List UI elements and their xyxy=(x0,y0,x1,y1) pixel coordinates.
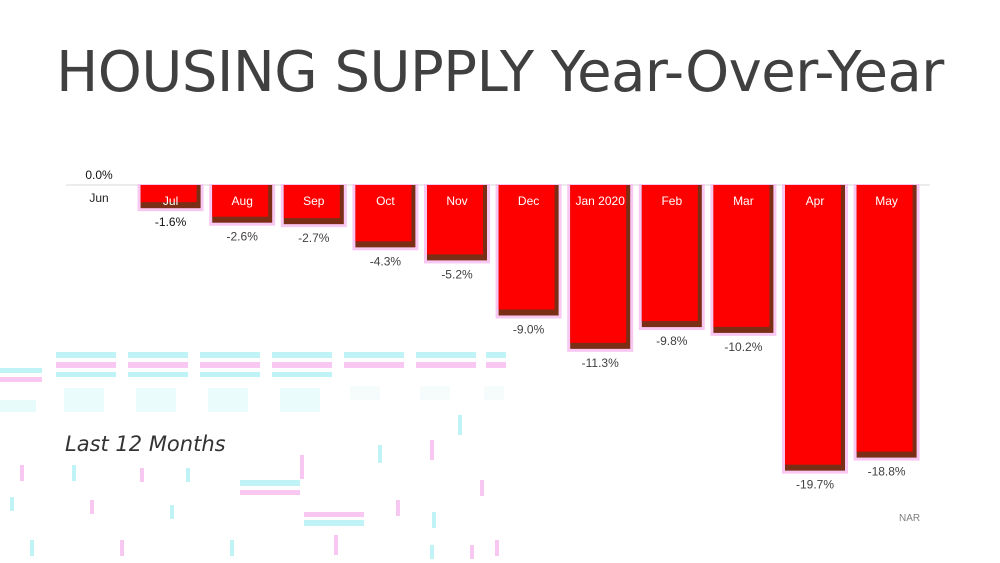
glitch-stripe xyxy=(56,362,116,368)
bar-mar xyxy=(713,185,770,327)
glitch-stripe xyxy=(64,388,104,412)
data-label-nov: -5.2% xyxy=(441,267,473,281)
bar-jul xyxy=(140,185,197,203)
bar-may xyxy=(856,185,913,452)
glitch-stripe xyxy=(272,352,332,358)
glitch-stripe xyxy=(350,386,380,400)
glitch-stripe xyxy=(128,352,188,358)
data-label-aug: -2.6% xyxy=(227,230,259,244)
glitch-stripe xyxy=(200,372,260,377)
data-label-jul: -1.6% xyxy=(155,215,187,229)
glitch-stripe xyxy=(56,372,116,377)
glitch-stripe xyxy=(495,540,499,556)
source-label: NAR xyxy=(899,513,921,524)
glitch-stripe xyxy=(484,386,504,400)
glitch-stripe xyxy=(186,468,190,482)
data-label-feb: -9.8% xyxy=(656,334,688,348)
glitch-stripe xyxy=(170,505,174,519)
glitch-stripe xyxy=(272,372,332,377)
glitch-stripe xyxy=(486,362,506,368)
glitch-stripe xyxy=(300,455,304,479)
glitch-stripe xyxy=(416,352,476,358)
glitch-stripe xyxy=(432,512,436,528)
glitch-stripe xyxy=(344,362,404,368)
chart-subtitle: Last 12 Months xyxy=(65,432,226,456)
category-label-apr: Apr xyxy=(806,194,825,208)
glitch-stripe xyxy=(304,520,364,526)
bar-aug xyxy=(212,185,269,217)
data-label-jan-2020: -11.3% xyxy=(582,356,619,370)
glitch-stripe xyxy=(344,352,404,358)
glitch-stripe xyxy=(128,362,188,368)
data-label-apr: -19.7% xyxy=(796,478,834,492)
category-label-dec: Dec xyxy=(518,194,539,208)
bar-feb xyxy=(641,185,698,322)
glitch-stripe xyxy=(280,388,320,412)
glitch-stripe xyxy=(56,352,116,358)
category-label-nov: Nov xyxy=(446,194,467,208)
glitch-stripe xyxy=(208,388,248,412)
category-label-sep: Sep xyxy=(303,194,325,208)
chart-title: HOUSING SUPPLY Year-Over-Year xyxy=(56,40,944,105)
glitch-stripe xyxy=(30,540,34,556)
glitch-stripe xyxy=(430,440,434,460)
category-label-jun: Jun xyxy=(89,191,108,205)
glitch-stripe xyxy=(416,362,476,368)
data-label-may: -18.8% xyxy=(868,465,906,479)
glitch-stripe xyxy=(470,545,474,559)
bar-apr xyxy=(785,185,841,465)
glitch-stripe xyxy=(128,372,188,377)
bar-dec xyxy=(498,185,555,310)
category-label-jan-2020: Jan 2020 xyxy=(576,194,626,208)
bar-oct xyxy=(355,185,412,242)
category-label-jul: Jul xyxy=(163,194,178,208)
glitch-stripe xyxy=(334,535,338,555)
glitch-stripe xyxy=(240,480,300,486)
glitch-stripe xyxy=(272,362,332,368)
glitch-stripe xyxy=(200,362,260,368)
glitch-stripe xyxy=(90,500,94,514)
glitch-stripe xyxy=(72,465,76,481)
data-label-oct: -4.3% xyxy=(370,254,402,268)
glitch-stripe xyxy=(378,445,382,463)
glitch-stripe xyxy=(486,352,506,358)
category-label-mar: Mar xyxy=(733,194,754,208)
glitch-stripe xyxy=(230,540,234,556)
glitch-stripe xyxy=(420,386,450,400)
glitch-stripe xyxy=(0,377,42,382)
category-label-aug: Aug xyxy=(232,194,253,208)
category-label-feb: Feb xyxy=(661,194,682,208)
data-label-sep: -2.7% xyxy=(298,231,330,245)
glitch-stripe xyxy=(480,480,484,496)
glitch-stripe xyxy=(20,465,24,481)
glitch-stripe xyxy=(10,497,14,511)
data-label-dec: -9.0% xyxy=(513,323,545,337)
data-label-mar: -10.2% xyxy=(724,340,762,354)
bar-jan-2020 xyxy=(570,185,627,343)
category-label-may: May xyxy=(875,194,898,208)
glitch-stripe xyxy=(304,512,364,517)
category-label-oct: Oct xyxy=(376,194,395,208)
glitch-stripe xyxy=(120,540,124,556)
glitch-stripe xyxy=(200,352,260,358)
glitch-stripe xyxy=(0,368,42,373)
glitch-stripe xyxy=(136,388,176,412)
glitch-stripe xyxy=(0,400,36,412)
glitch-stripe xyxy=(430,545,434,559)
glitch-stripe xyxy=(140,468,144,482)
glitch-stripe xyxy=(396,500,400,516)
bar-sep xyxy=(283,185,340,219)
bar-nov xyxy=(427,185,483,255)
glitch-stripe xyxy=(458,415,462,435)
data-label-jun: 0.0% xyxy=(85,168,113,182)
glitch-stripe xyxy=(240,490,300,495)
